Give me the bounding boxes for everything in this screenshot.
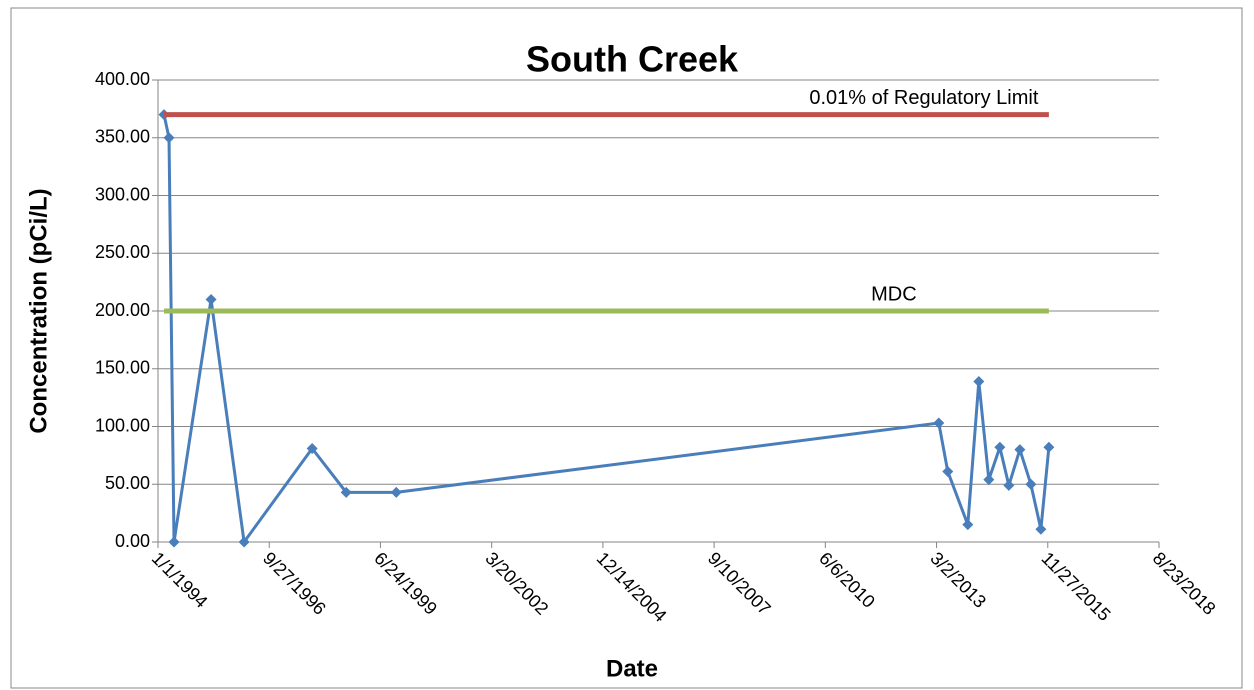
y-tick-label: 100.00 xyxy=(95,415,150,435)
data-point xyxy=(163,132,175,144)
y-tick-label: 250.00 xyxy=(95,242,150,262)
data-point xyxy=(168,536,180,548)
y-tick-label: 300.00 xyxy=(95,184,150,204)
y-axis-label: Concentration (pCi/L) xyxy=(25,188,52,433)
data-point xyxy=(973,375,985,387)
y-tick-label: 0.00 xyxy=(115,531,150,551)
series-label: MDC xyxy=(871,283,917,305)
data-point xyxy=(1003,479,1015,491)
data-point xyxy=(390,486,402,498)
data-point xyxy=(1043,441,1055,453)
data-point xyxy=(942,466,954,478)
data-point xyxy=(306,442,318,454)
data-point xyxy=(983,474,995,486)
data-point xyxy=(962,519,974,531)
data-point xyxy=(1025,478,1037,490)
data-point xyxy=(340,486,352,498)
data-point xyxy=(1014,444,1026,456)
y-tick-label: 350.00 xyxy=(95,127,150,147)
data-point xyxy=(205,293,217,305)
y-tick-label: 50.00 xyxy=(105,473,150,493)
x-axis-label: Date xyxy=(606,655,658,682)
data-point xyxy=(933,417,945,429)
y-tick-label: 200.00 xyxy=(95,300,150,320)
data-point xyxy=(238,536,250,548)
data-point xyxy=(994,441,1006,453)
data-point xyxy=(1035,523,1047,535)
chart-title: South Creek xyxy=(526,39,739,80)
series-label: 0.01% of Regulatory Limit xyxy=(809,87,1038,109)
y-tick-label: 150.00 xyxy=(95,358,150,378)
y-tick-label: 400.00 xyxy=(95,69,150,89)
